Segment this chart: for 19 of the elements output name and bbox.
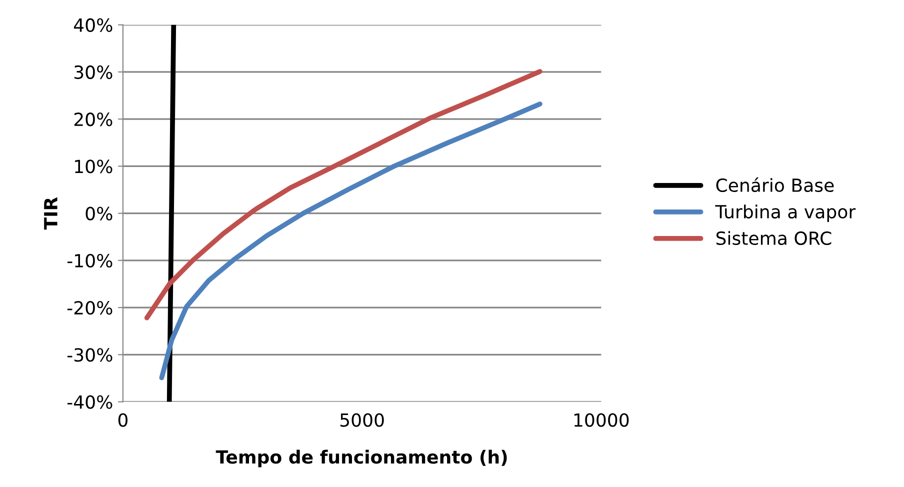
y-tick-label: -40% xyxy=(67,395,112,409)
y-tick-label: 30% xyxy=(74,65,112,80)
x-tick-label: 5000 xyxy=(340,413,384,427)
y-tick-label: -30% xyxy=(67,348,112,362)
y-tick-label: 40% xyxy=(74,18,112,32)
y-tick-label: 20% xyxy=(74,112,112,126)
legend-label: Sistema ORC xyxy=(716,231,832,246)
y-axis-title: TIR xyxy=(44,197,58,230)
legend-label: Cenário Base xyxy=(716,177,834,192)
y-tick-label: 10% xyxy=(75,160,112,174)
y-tick-label: -20% xyxy=(67,301,112,315)
x-axis-title: Tempo de funcionamento (h) xyxy=(216,450,507,468)
line-series xyxy=(144,69,542,320)
y-tick-label: -10% xyxy=(67,254,112,268)
line-series xyxy=(159,102,542,380)
y-tick-label: 0% xyxy=(86,206,112,220)
x-tick-label: 10000 xyxy=(574,413,629,427)
x-tick-label: 0 xyxy=(118,413,128,427)
legend-label: Turbina a vapor xyxy=(715,204,856,222)
